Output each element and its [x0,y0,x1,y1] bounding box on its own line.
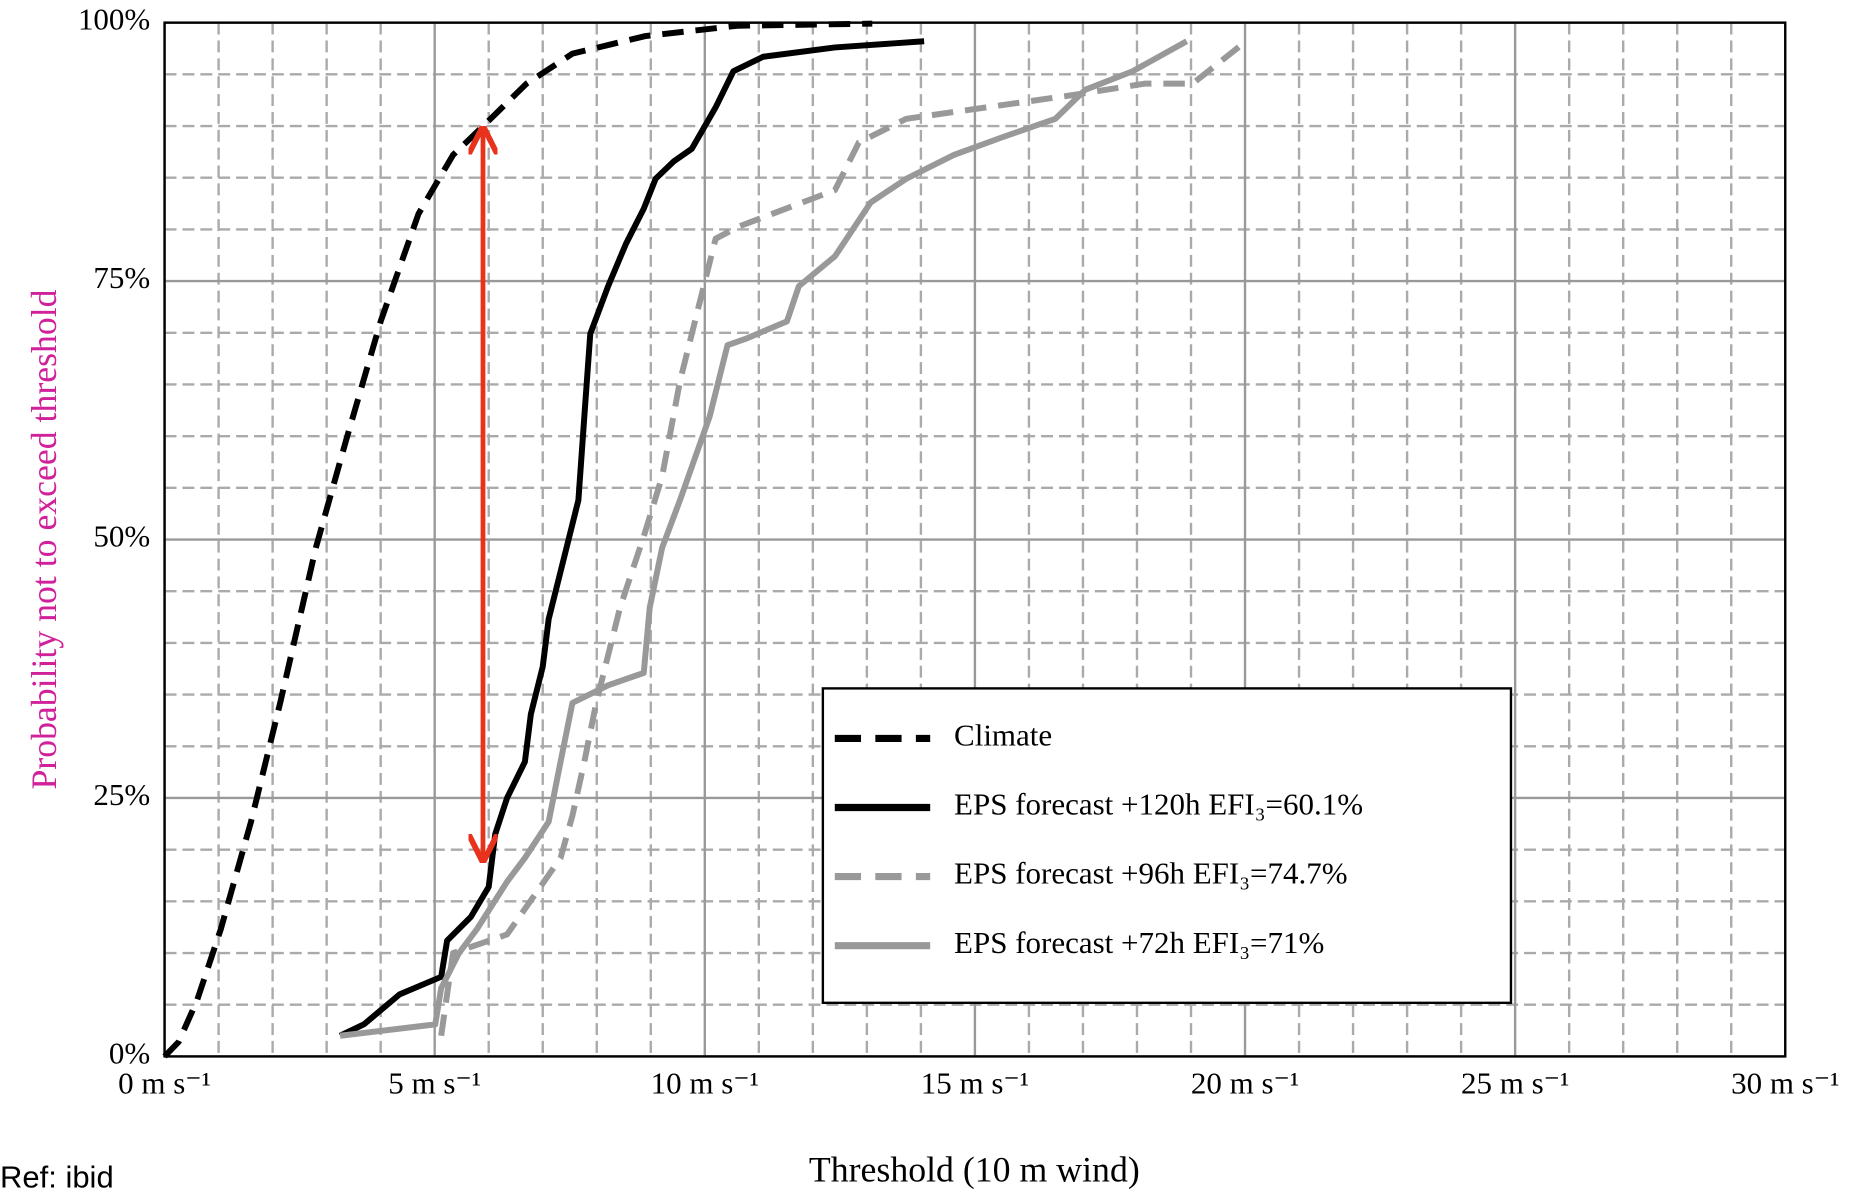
series-line [339,38,1189,1039]
legend-label: EPS forecast +120h EFI₃=60.1% [954,787,1363,822]
lines [162,20,1248,1059]
series-line [162,20,873,1059]
y-tick-label: 75% [93,260,150,295]
reference-note: Ref: ibid [0,1159,114,1191]
legend-label: EPS forecast +72h EFI₃=71% [954,925,1324,960]
x-tick-label: 25 m s⁻¹ [1461,1065,1569,1100]
series-line [438,38,1248,1037]
y-tick-label: 50% [93,519,150,554]
legend-label: EPS forecast +96h EFI₃=74.7% [954,856,1347,891]
x-tick-label: 30 m s⁻¹ [1731,1065,1839,1100]
x-tick-label: 15 m s⁻¹ [921,1065,1029,1100]
x-axis-label: Threshold (10 m wind) [809,1149,1140,1189]
x-tick-label: 0 m s⁻¹ [118,1065,211,1100]
x-tick-label: 5 m s⁻¹ [388,1065,481,1100]
legend-label: Climate [954,718,1052,753]
plot-frame [163,21,1787,1058]
legend-box [821,687,1513,1005]
series-line [338,38,925,1039]
y-axis-label: Probability not to exceed threshold [24,289,64,789]
y-tick-label: 100% [78,2,150,37]
x-tick-label: 10 m s⁻¹ [651,1065,759,1100]
legend: Climate EPS forecast +120h EFI₃=60.1% EPS … [821,687,1513,1005]
x-tick-label: 20 m s⁻¹ [1191,1065,1299,1100]
y-tick-label: 25% [93,777,150,812]
y-tick-label: 0% [109,1036,150,1071]
